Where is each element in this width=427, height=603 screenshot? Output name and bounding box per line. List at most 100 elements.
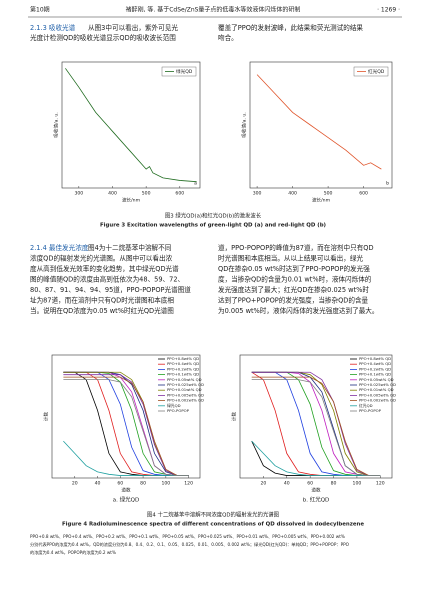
x-tick-label: 40 [284, 481, 290, 487]
series-line [251, 440, 381, 476]
x-axis-label: 道数 [311, 487, 321, 494]
legend-label: PPO+0.05wt% QD [167, 377, 202, 382]
body-line: 时光谱图和本底相当。从以上结果可以看出，绿光 [218, 254, 363, 263]
body-line: 吻合。 [218, 33, 238, 42]
y-axis-label: 吸收值/a. u. [241, 112, 248, 137]
x-tick-label: 600 [359, 191, 368, 197]
figure-caption: 图4 十二烷基苯中溶解不同浓度QD的辐射发光的光谱图 [147, 511, 279, 519]
y-axis-label: 吸收值/a. u. [53, 112, 60, 137]
body-line: 道，PPO-POPOP的峰值为87道，而在溶剂中只有QD [218, 243, 374, 252]
legend-label: PPO+0.002wt% QD [359, 398, 396, 403]
series-line [251, 376, 381, 476]
series-line [251, 379, 381, 476]
x-axis-label: 道数 [121, 487, 131, 494]
x-tick-label: 600 [175, 191, 184, 197]
body-line: QD在掺杂0.05 wt%时达到了PPO-POPOP的发光强 [218, 264, 370, 273]
x-tick-label: 500 [142, 191, 151, 197]
series-line [63, 374, 189, 476]
body-line: 达到了PPO+POPOP的发光强度，当掺杂QD的含量 [218, 296, 369, 305]
legend-label: PPO+0.8wt% QD [359, 356, 391, 361]
legend-label: PPO+0.2wt% QD [167, 366, 199, 371]
x-tick-label: 80 [140, 481, 146, 487]
legend-box [161, 66, 197, 77]
x-axis-label: 波长/nm [122, 197, 141, 204]
legend-label: PPO+0.01wt% QD [167, 387, 202, 392]
legend-box [353, 66, 389, 77]
x-tick-label: 60 [117, 481, 123, 487]
x-tick-label: 300 [253, 191, 262, 197]
body-line: 覆盖了PPO的发射波峰，此结果和荧光测试的结果 [218, 23, 363, 32]
x-axis-label: 波长/nm [312, 197, 331, 204]
body-line: 80、87、91、94、94、95道，PPO-POPOP光谱图道 [30, 285, 191, 294]
panel-sublabel: b. 红光QD [303, 496, 330, 504]
panel-sublabel: a. 绿光QD [113, 496, 139, 504]
legend-label: PPO+0.005wt% QD [167, 392, 204, 397]
series-line [63, 376, 189, 476]
plot-frame [249, 61, 393, 189]
legend-label: PPO+0.025wt% QD [359, 382, 396, 387]
legend-label: PPO+0.1wt% QD [167, 372, 199, 377]
legend-label: PPO-POPOP [167, 408, 190, 413]
series-line [251, 371, 381, 476]
body-line: 图的峰值随QD的浓度由高到低依次为48、59、72、 [30, 275, 184, 284]
figure-caption-en: Figure 4 Radioluminescence spectra of di… [62, 522, 364, 528]
body-line: 从图3中可以看出，紫外可见光 [88, 23, 178, 32]
x-tick-label: 40 [95, 481, 101, 487]
body-line: 图4为十二烷基苯中溶解不同 [88, 243, 172, 252]
legend-label: PPO-POPOP [359, 408, 382, 413]
x-tick-label: 20 [72, 481, 78, 487]
legend-label: 绿光QD [167, 403, 181, 408]
x-tick-label: 60 [307, 481, 313, 487]
header-left: 第10期 [30, 6, 50, 14]
plot-frame [51, 354, 201, 479]
x-tick-label: 120 [376, 481, 385, 487]
legend-label: PPO+0.1wt% QD [359, 372, 391, 377]
legend-label: PPO+0.05wt% QD [359, 377, 394, 382]
body-line: 为0.005 wt%时，液体闪烁体的发光强度达到了最大。 [218, 306, 379, 315]
body-line: 浓度QD的辐射发光的光谱图。从图中可以看出浓 [30, 254, 173, 263]
legend-label: PPO+0.8wt% QD [167, 356, 199, 361]
figure-caption-en: Figure 3 Excitation wavelengths of green… [100, 223, 326, 229]
y-axis-label: 计数 [43, 412, 50, 422]
plot-frame [239, 354, 393, 479]
legend-label: PPO+0.4wt% QD [167, 361, 199, 366]
series-line [256, 74, 382, 170]
figure-note: 分别代表PPO的浓度为0.4 wt%，QD的浓度分别为0.8、0.4、0.2、0… [30, 541, 350, 548]
panel-letter: a [194, 182, 197, 187]
body-line: 址为87道，而在溶剂中只有QD时光谱图和本底相 [30, 296, 174, 305]
x-tick-label: 100 [161, 481, 170, 487]
figure-caption: 图3 绿光QD(a)和红光QD(b)的激发波长 [165, 212, 262, 220]
legend-label: PPO+0.025wt% QD [167, 382, 204, 387]
header-center: 褚醉刚, 等. 基于CdSe/ZnS量子点的低毒水等效液体闪烁体的研制 [126, 6, 301, 14]
x-tick-label: 500 [324, 191, 333, 197]
figure-note: 的浓度为0.4 wt%，POPOP的浓度为0.2 wt% [30, 549, 116, 556]
legend-label: 红光QD [368, 68, 385, 75]
plot-frame [61, 61, 201, 189]
x-tick-label: 400 [288, 191, 297, 197]
x-tick-label: 80 [331, 481, 337, 487]
body-line: 度从高到低发光效率的变化趋势，其中绿光QD光谱 [30, 264, 179, 273]
body-line: 当。说明在QD浓度为0.05 wt%时红光QD光谱图 [30, 306, 174, 315]
legend-label: PPO+0.002wt% QD [167, 398, 204, 403]
y-axis-label: 计数 [231, 412, 238, 422]
panel-letter: b [386, 181, 389, 187]
x-tick-label: 100 [353, 481, 362, 487]
legend-label: PPO+0.005wt% QD [359, 392, 396, 397]
x-tick-label: 120 [184, 481, 193, 487]
body-line: 光度计检测QD的吸收光谱显示QD的吸收波长范围 [30, 33, 176, 42]
legend-label: PPO+0.01wt% QD [359, 387, 394, 392]
header-right: · 1269 · [377, 7, 400, 14]
series-line [65, 68, 197, 183]
figure-note: PPO+0.8 wt%、PPO+0.4 wt%、PPO+0.2 wt%、PPO+… [30, 534, 345, 539]
series-line [63, 440, 189, 476]
x-tick-label: 400 [108, 191, 117, 197]
section-heading: 2.1.4 最佳发光浓度 [30, 243, 89, 252]
legend-label: PPO+0.4wt% QD [359, 361, 391, 366]
legend-label: 绿光QD [176, 68, 193, 75]
legend-label: 红光QD [359, 403, 373, 408]
body-line: 发光强度达到了最大；红光QD在掺杂0.025 wt%时 [218, 285, 369, 294]
series-line [63, 379, 189, 476]
section-heading: 2.1.3 吸收光谱 [30, 23, 76, 32]
legend-label: PPO+0.2wt% QD [359, 366, 391, 371]
